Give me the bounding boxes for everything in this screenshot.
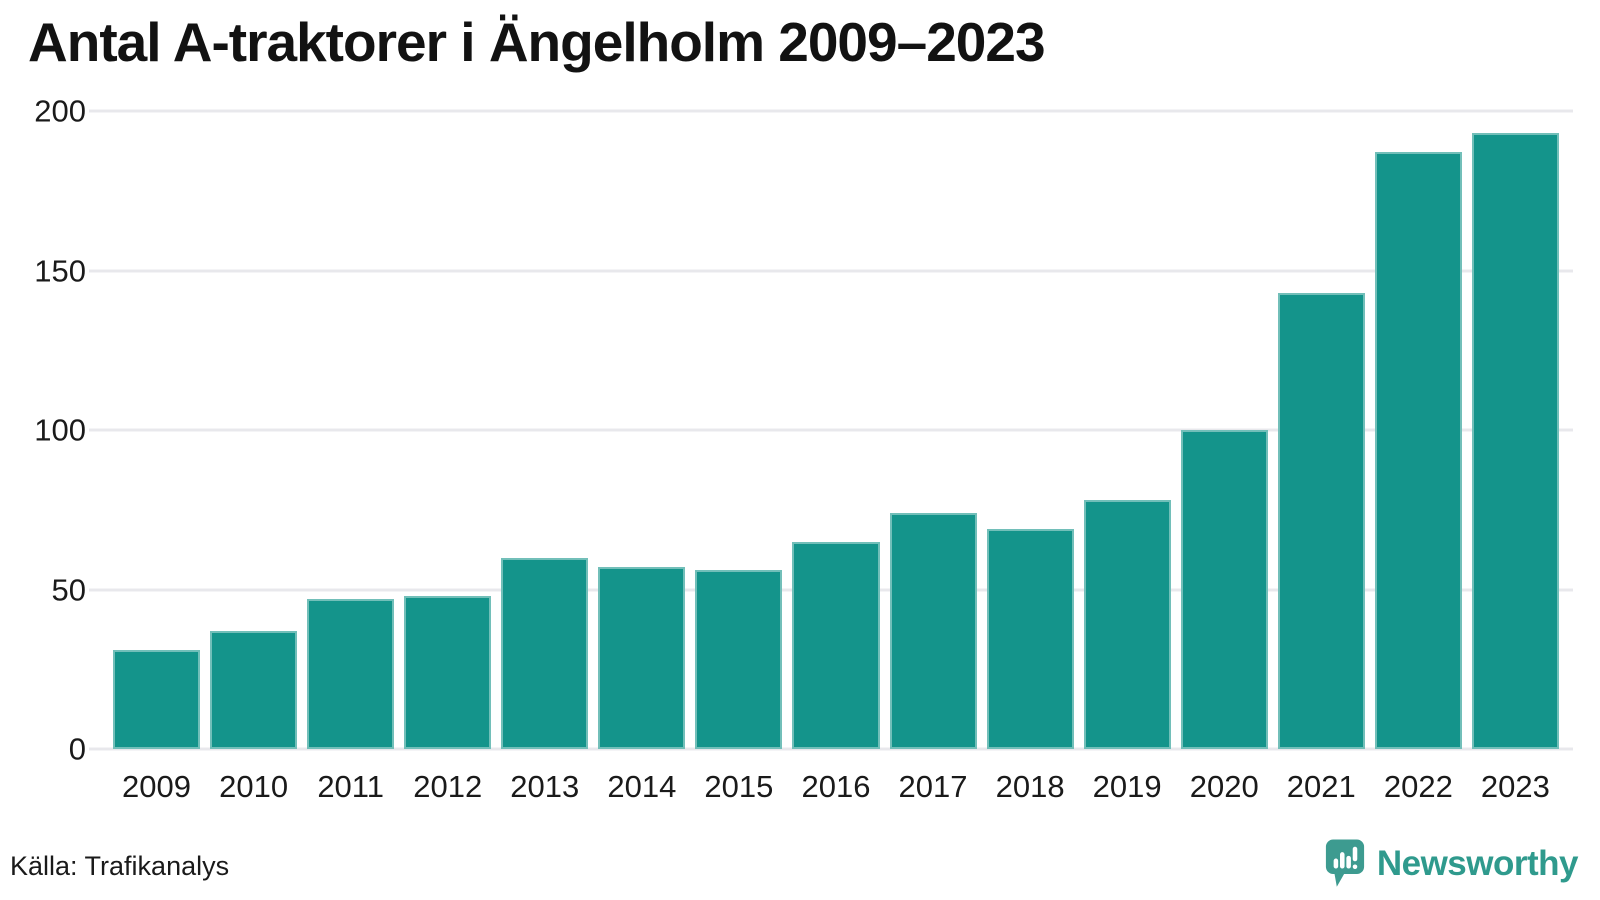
x-tick-label: 2015 <box>704 769 774 804</box>
y-tick-label: 50 <box>51 572 86 607</box>
plot-area <box>89 109 1573 751</box>
bar-2017 <box>889 512 977 749</box>
page-title: Antal A-traktorer i Ängelholm 2009–2023 <box>28 11 1046 73</box>
source-note: Källa: Trafikanalys <box>10 851 230 881</box>
newsworthy-icon <box>1325 839 1364 887</box>
x-tick-label: 2021 <box>1286 769 1356 804</box>
x-tick-label: 2017 <box>898 769 968 804</box>
x-tick-label: 2022 <box>1383 769 1453 804</box>
x-tick-label: 2013 <box>510 769 580 804</box>
bar-2019 <box>1083 500 1171 749</box>
bar-2022 <box>1374 152 1462 749</box>
bar-2016 <box>792 541 880 749</box>
bar-2013 <box>501 557 589 749</box>
y-tick-label: 0 <box>68 731 86 767</box>
x-tick-label: 2012 <box>413 769 483 804</box>
bar-2009 <box>113 650 201 749</box>
x-tick-label: 2011 <box>317 769 384 804</box>
bar-2018 <box>986 528 1074 749</box>
x-tick-label: 2018 <box>995 769 1065 804</box>
bar-2015 <box>695 570 783 749</box>
x-tick-label: 2016 <box>801 769 871 804</box>
x-tick-label: 2010 <box>219 769 289 804</box>
bar-2010 <box>210 630 298 749</box>
y-axis: 0 50 100 150 200 <box>0 96 86 765</box>
y-tick-label: 100 <box>34 412 86 448</box>
bar-2014 <box>598 567 686 749</box>
x-tick-label: 2014 <box>607 769 677 804</box>
x-tick-label: 2019 <box>1092 769 1162 804</box>
gridline-0 <box>89 747 1573 751</box>
brand-logo: Newsworthy <box>1325 838 1579 890</box>
bar-2020 <box>1180 430 1268 749</box>
x-tick-label: 2023 <box>1480 769 1550 804</box>
y-tick-label: 150 <box>34 253 86 288</box>
x-tick-label: 2009 <box>122 769 192 804</box>
x-tick-label: 2020 <box>1189 769 1259 804</box>
bar-2012 <box>404 595 492 749</box>
gridline-150 <box>89 269 1573 272</box>
y-tick-label: 200 <box>34 93 86 129</box>
brand-name: Newsworthy <box>1376 844 1579 883</box>
bar-2011 <box>307 599 395 749</box>
bar-2023 <box>1471 133 1559 749</box>
bar-2021 <box>1277 292 1365 749</box>
gridline-100 <box>89 428 1573 432</box>
bar-series <box>99 111 1573 749</box>
gridline-200 <box>89 109 1573 113</box>
x-axis: 2009 2010 2011 2012 2013 2014 2015 2016 2017 2018… <box>99 767 1573 807</box>
